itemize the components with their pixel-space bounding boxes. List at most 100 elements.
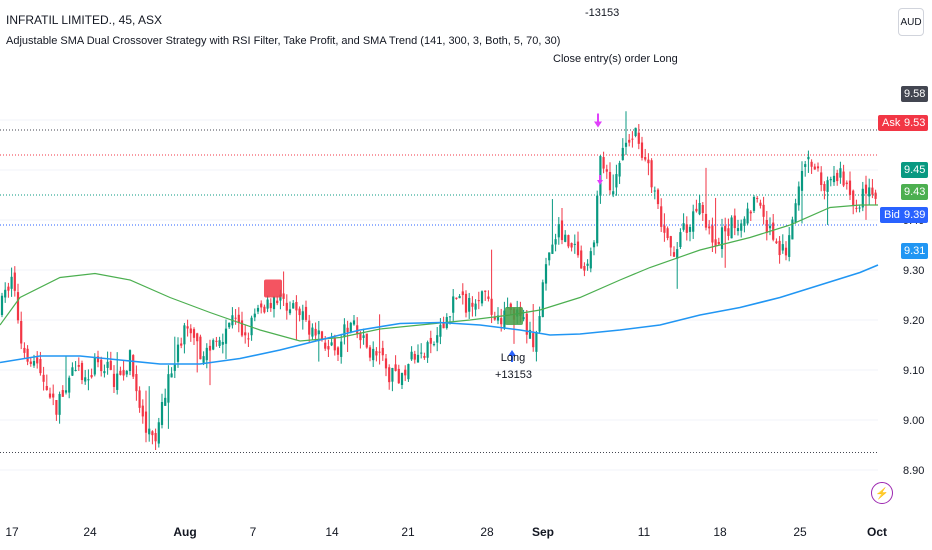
candle-body: [605, 169, 608, 172]
candle-body: [701, 204, 704, 213]
candle-body: [848, 180, 852, 195]
candle-body: [253, 313, 256, 318]
candle-body: [116, 373, 119, 390]
sma-slow-line: [0, 264, 879, 365]
candle-body: [298, 308, 301, 316]
candle-body: [669, 236, 672, 248]
candle-body: [192, 329, 196, 338]
candle-body: [189, 328, 192, 334]
candle-body: [663, 225, 666, 233]
x-tick-label: 17: [5, 525, 19, 539]
candle-body: [541, 282, 544, 317]
candle-body: [144, 411, 148, 433]
candle-body: [621, 147, 624, 161]
candle-body: [762, 204, 765, 217]
candle-body: [276, 300, 279, 304]
candle-body: [548, 252, 551, 261]
candle-body: [301, 311, 304, 320]
candle-body: [74, 369, 77, 372]
candle-body: [13, 272, 16, 291]
candle-body: [448, 316, 452, 318]
candle-body: [311, 327, 314, 337]
x-tick-label: Aug: [173, 525, 196, 539]
candle-body: [16, 292, 20, 321]
candle-body: [186, 326, 189, 329]
candle-body: [224, 328, 228, 344]
candle-body: [29, 361, 32, 364]
candle-body: [234, 317, 237, 319]
candle-body: [791, 219, 794, 240]
candle-body: [535, 332, 538, 352]
candle-body: [375, 351, 378, 356]
candle-body: [333, 337, 336, 351]
candle-body: [100, 359, 103, 372]
candle-body: [122, 370, 125, 376]
candle-body: [381, 347, 384, 356]
candle-body: [164, 397, 167, 406]
candle-body: [320, 331, 324, 339]
candle-body: [228, 322, 231, 328]
candle-body: [743, 218, 746, 226]
candle-body: [765, 219, 768, 233]
candle-body: [327, 346, 330, 350]
candle-body: [487, 296, 490, 299]
candle-body: [644, 157, 647, 160]
candle-body: [170, 373, 173, 378]
candle-body: [855, 207, 858, 209]
bid-price-tag: 9.39: [901, 207, 929, 223]
candle-body: [87, 379, 90, 381]
candle-body: [634, 127, 637, 136]
chart-grid: [0, 119, 878, 471]
indicator-legend[interactable]: Adjustable SMA Dual Crossover Strategy w…: [6, 35, 561, 47]
candle-body: [810, 161, 813, 167]
candle-body: [679, 232, 682, 248]
candle-body: [125, 370, 128, 375]
lightning-icon[interactable]: ⚡: [871, 482, 893, 504]
candle-body: [653, 190, 656, 192]
candle-body: [784, 247, 788, 256]
symbol-title[interactable]: INFRATIL LIMITED., 45, ASX: [6, 13, 163, 27]
candle-body: [471, 302, 474, 307]
candle-body: [324, 342, 327, 349]
currency-button[interactable]: AUD: [898, 8, 924, 36]
candle-body: [564, 234, 567, 242]
candle-body: [282, 293, 285, 299]
candle-body: [218, 340, 221, 346]
trade-markers: [264, 113, 603, 362]
candle-body: [836, 172, 839, 182]
candle-body: [317, 330, 320, 335]
candle-body: [861, 188, 864, 208]
candle-body: [733, 215, 736, 229]
candle-body: [157, 422, 160, 444]
candle-body: [439, 324, 442, 337]
x-tick-label: 28: [480, 525, 494, 539]
candle-body: [589, 251, 592, 269]
candle-body: [266, 299, 269, 309]
candle-body: [71, 367, 74, 376]
y-tick-label: 9.00: [903, 415, 924, 427]
candle-body: [64, 390, 68, 393]
candle-body: [260, 303, 263, 308]
candle-body: [720, 227, 724, 250]
candle-body: [496, 315, 500, 321]
candle-body: [746, 208, 749, 224]
ask-label: Ask: [878, 115, 905, 131]
candle-body: [141, 405, 144, 417]
sma-slow-price-tag: 9.31: [901, 243, 929, 259]
candle-body: [36, 357, 39, 364]
candle-body: [93, 358, 96, 375]
time-axis[interactable]: 17 24 Aug 7 14 21 28 Sep 11 18 25 Oct: [5, 525, 887, 539]
candle-body: [528, 329, 532, 339]
candle-body: [794, 203, 797, 223]
candle-body: [772, 222, 775, 240]
candle-body: [500, 318, 503, 325]
candle-body: [704, 213, 708, 228]
x-tick-label: 7: [250, 525, 257, 539]
candle-body: [522, 317, 525, 320]
candle-body: [567, 235, 570, 247]
candle-body: [813, 166, 816, 170]
candle-body: [864, 184, 868, 194]
candle-body: [618, 162, 621, 177]
bid-label: Bid: [880, 207, 904, 223]
